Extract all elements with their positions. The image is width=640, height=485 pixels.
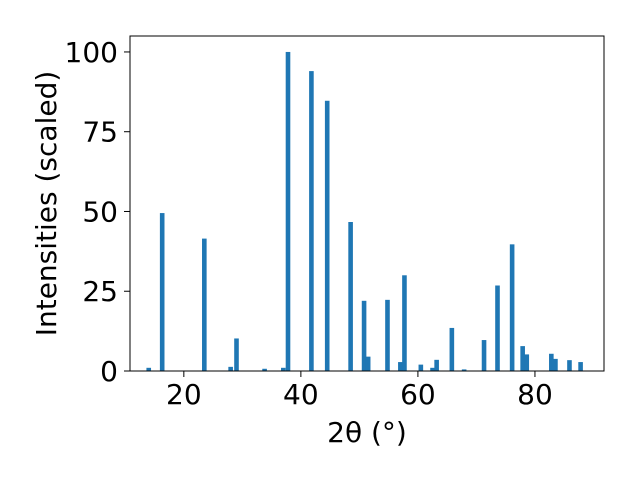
bar xyxy=(495,285,500,371)
y-tick-label: 0 xyxy=(100,355,118,388)
x-tick-label: 20 xyxy=(166,378,202,411)
x-tick-label: 60 xyxy=(400,378,436,411)
bar xyxy=(281,367,286,371)
bar xyxy=(234,338,239,371)
bars-group xyxy=(146,51,583,372)
x-tick-label: 40 xyxy=(283,378,319,411)
bar xyxy=(262,368,267,371)
bar xyxy=(402,275,407,371)
bar xyxy=(365,356,371,371)
y-tick-label: 25 xyxy=(82,275,118,308)
bar xyxy=(524,354,530,371)
bar xyxy=(481,340,487,371)
bar xyxy=(324,100,330,372)
x-axis-ticks: 20 40 60 80 xyxy=(166,371,553,411)
y-axis-label: Intensities (scaled) xyxy=(30,71,63,337)
bar xyxy=(348,222,353,371)
y-tick-label: 100 xyxy=(65,36,118,69)
bar xyxy=(285,51,291,371)
bar xyxy=(520,346,525,371)
bar xyxy=(509,244,515,371)
bar xyxy=(202,238,207,371)
bar xyxy=(228,366,233,371)
bar xyxy=(434,359,439,371)
x-axis-label: 2θ (°) xyxy=(327,416,407,449)
x-tick-label: 80 xyxy=(517,378,553,411)
bar xyxy=(449,327,455,371)
y-tick-label: 50 xyxy=(82,195,118,228)
bar xyxy=(309,71,314,371)
bar xyxy=(553,358,558,371)
plot-frame xyxy=(129,35,605,372)
bar xyxy=(398,362,403,371)
bar xyxy=(361,300,367,371)
bar xyxy=(461,369,467,371)
bar xyxy=(418,364,424,371)
bar xyxy=(159,213,165,371)
bar xyxy=(146,367,152,371)
bar xyxy=(549,353,554,371)
y-tick-label: 75 xyxy=(82,116,118,149)
bar xyxy=(567,360,572,371)
bar xyxy=(385,299,390,371)
bar xyxy=(578,362,583,371)
bar xyxy=(430,367,435,371)
y-axis-ticks: 0 25 50 75 100 xyxy=(65,36,130,388)
